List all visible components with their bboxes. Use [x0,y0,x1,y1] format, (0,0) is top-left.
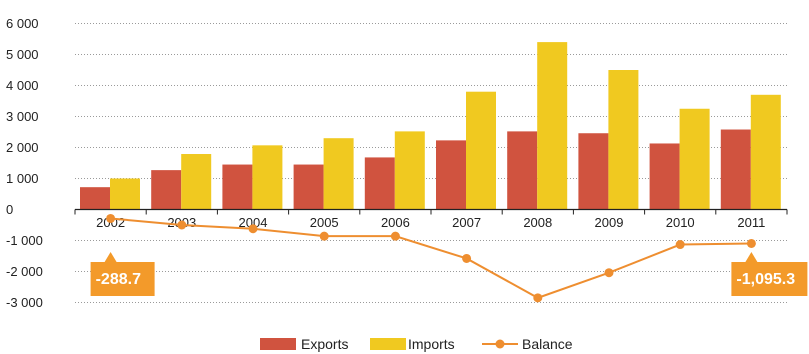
exports-bar [578,133,609,210]
x-tick-label: 2008 [523,215,552,230]
balance-point [248,224,258,234]
imports-bar [181,154,212,210]
imports-bar [110,178,140,210]
imports-bar [679,108,710,210]
y-tick-label: -1 000 [6,233,43,248]
exports-bar [649,143,680,210]
y-tick-label: 0 [6,202,13,217]
imports-bar [394,131,425,210]
legend-label-balance: Balance [522,336,573,352]
y-tick-label: -3 000 [6,295,43,310]
callout-label: -1,095.3 [736,271,795,288]
x-tick-label: 2005 [310,215,339,230]
balance-line [110,217,752,299]
exports-bar [222,164,253,210]
y-tick-label: 4 000 [6,78,39,93]
y-tick-label: 1 000 [6,171,39,186]
exports-bar [436,140,466,210]
imports-bar [466,91,496,210]
balance-point [390,231,400,241]
x-tick-label: 2011 [737,215,765,230]
imports-bar [252,145,283,210]
balance-point [746,238,756,248]
callout-pointer [104,252,117,262]
balance-point [319,231,329,241]
balance-point [675,240,685,250]
x-tick-label: 2007 [452,215,481,230]
callout-box [90,262,155,296]
legend-label-exports: Exports [301,336,348,352]
balance-point [106,213,116,223]
x-tick-label: 2010 [666,215,695,230]
exports-bar [80,187,110,210]
balance-point [177,220,187,230]
callout-pointer [745,252,758,262]
y-tick-label: 5 000 [6,47,39,62]
exports-bar [720,129,751,210]
balance-point [604,268,614,278]
exports-bar [507,131,538,210]
imports-bar [323,138,354,210]
legend-swatch-balance-marker [495,339,505,349]
x-tick-label: 2009 [595,215,624,230]
exports-bar [364,157,395,210]
callout-label: -288.7 [96,271,141,288]
y-tick-label: -2 000 [6,264,43,279]
legend-label-imports: Imports [408,336,455,352]
imports-bar [750,94,781,210]
legend-swatch-exports [260,338,296,350]
x-tick-label: 2004 [239,215,268,230]
y-tick-label: 2 000 [6,140,39,155]
balance-point [533,293,543,303]
balance-point [462,253,472,263]
y-tick-label: 3 000 [6,109,39,124]
exports-bar [293,164,324,210]
exports-bar [151,170,182,210]
legend-swatch-imports [370,338,406,350]
callout-box [731,262,808,296]
imports-bar [537,42,568,210]
x-tick-label: 2006 [381,215,410,230]
y-tick-label: 6 000 [6,16,39,31]
imports-bar [608,70,639,210]
